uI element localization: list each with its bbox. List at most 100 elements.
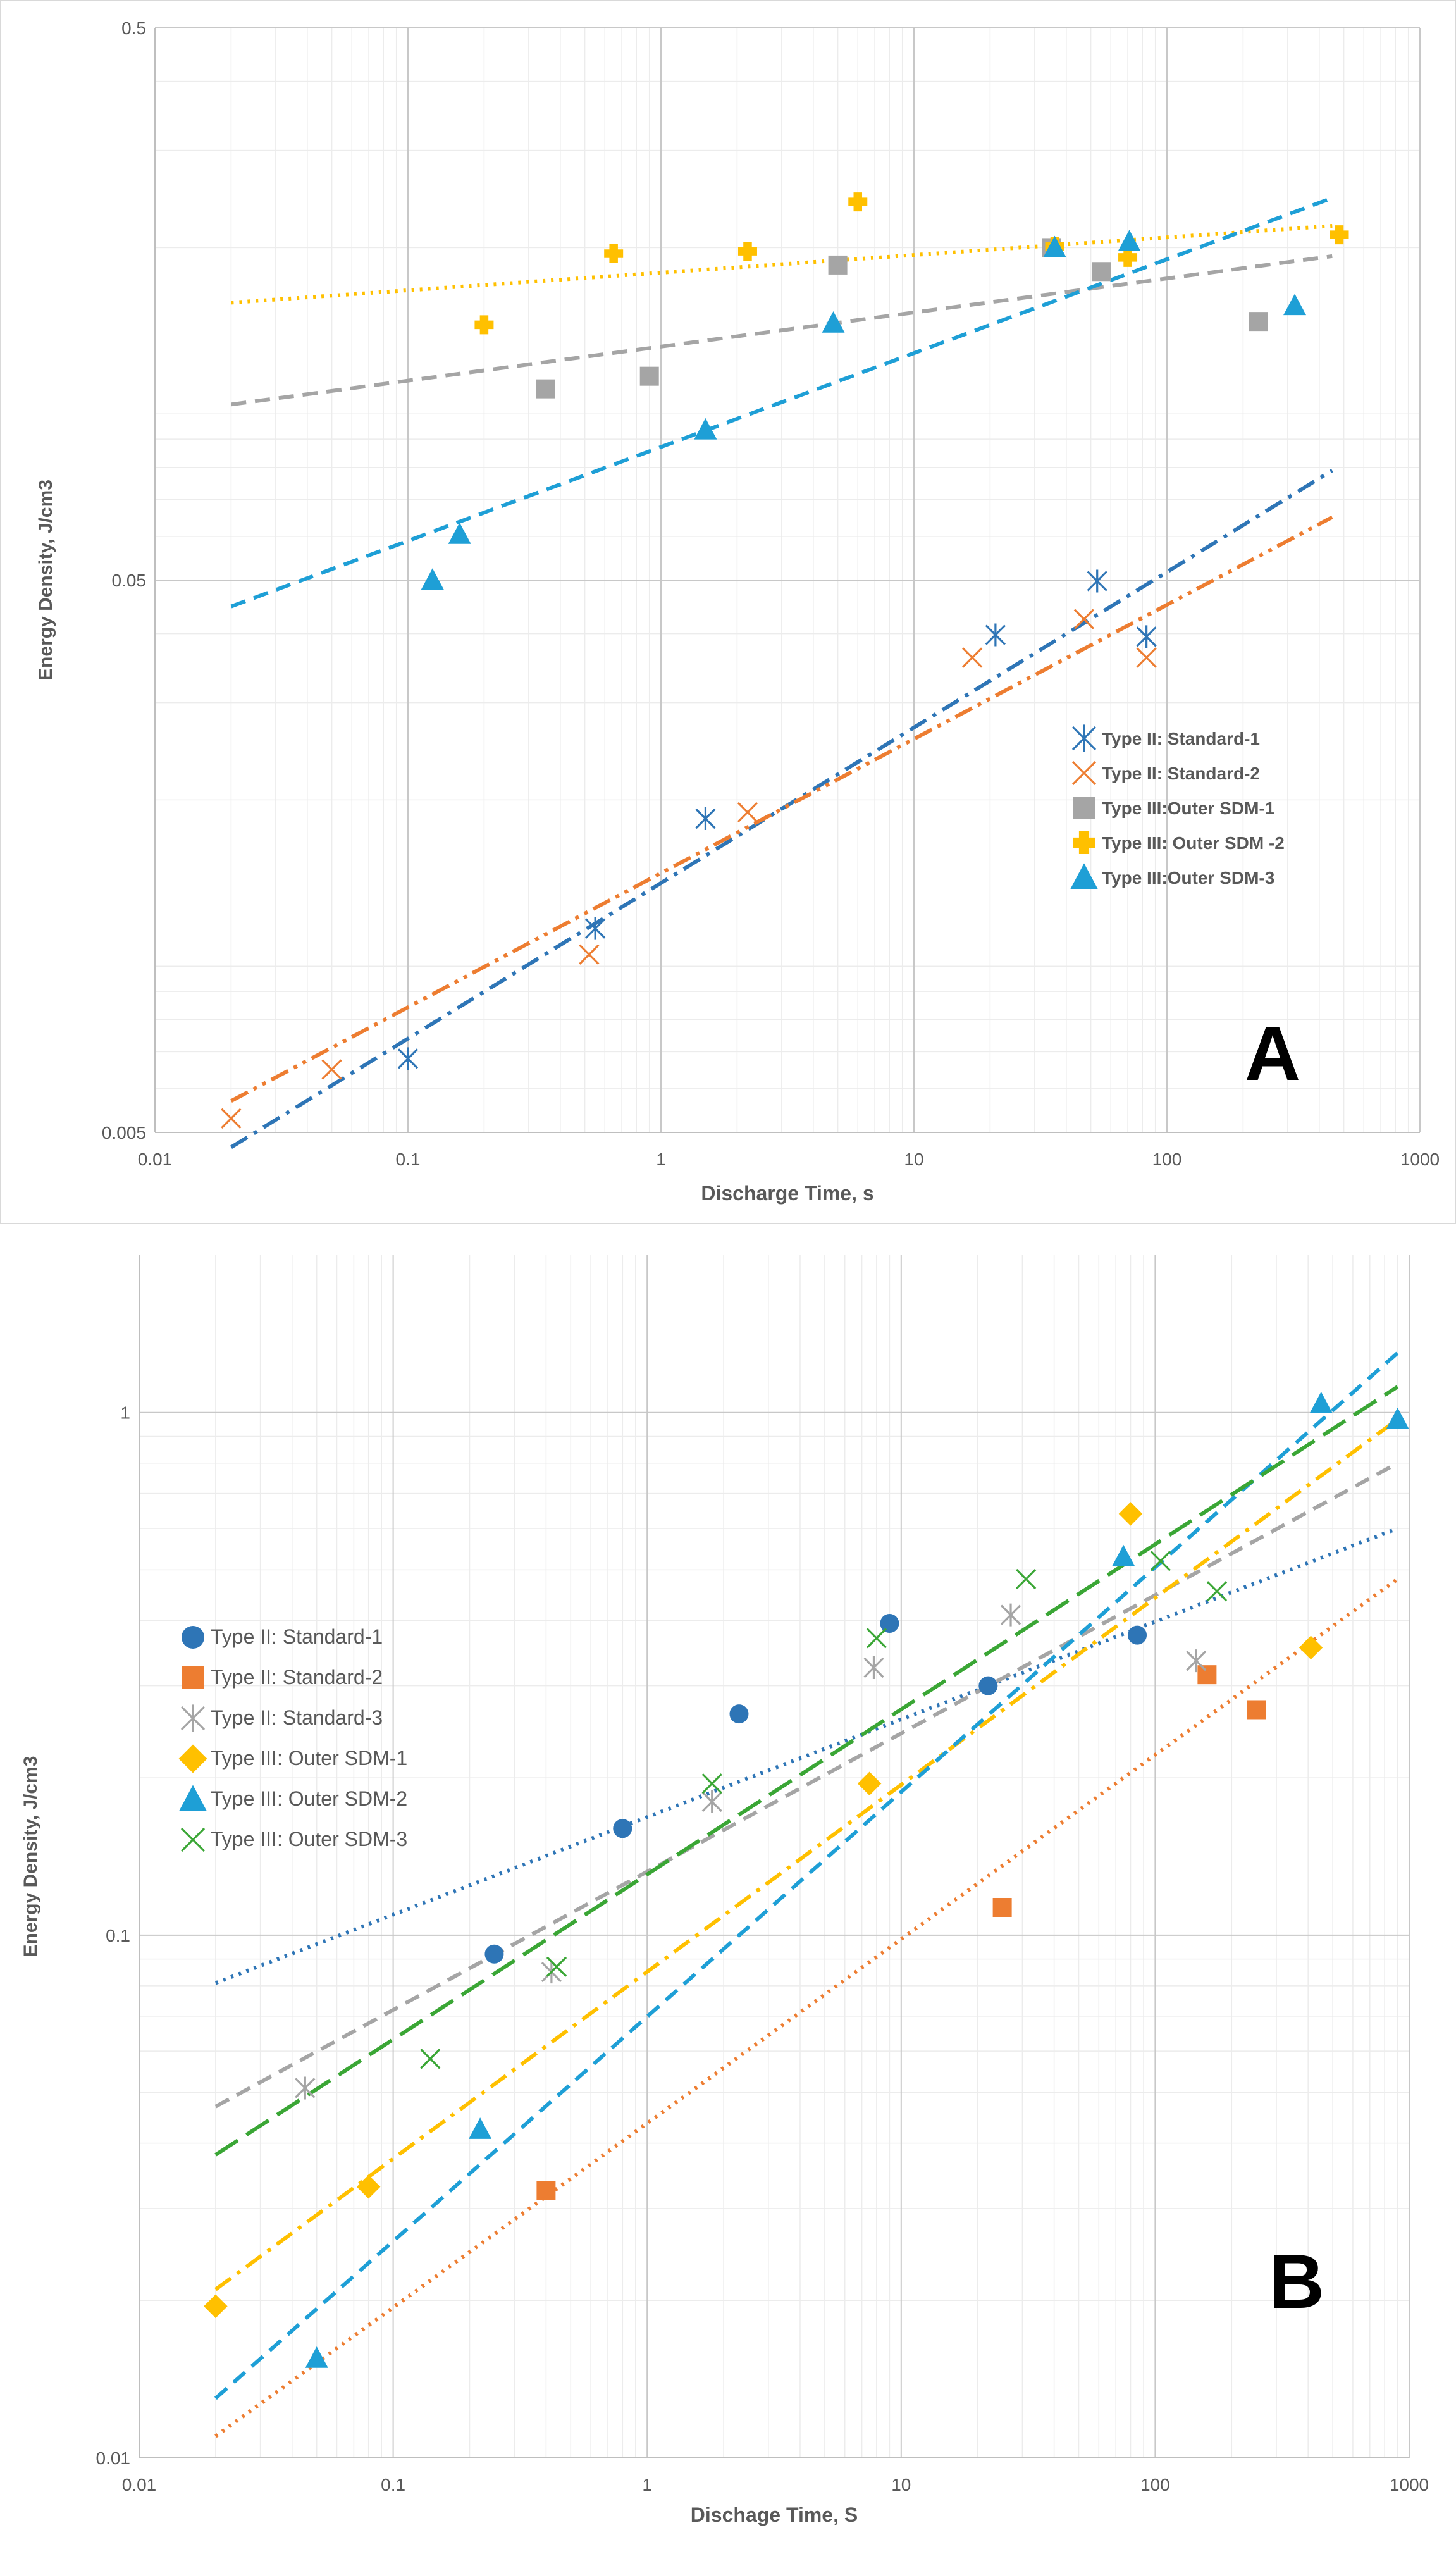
data-point-type-iii-outer-sdm-1 xyxy=(857,1771,882,1795)
chart-b-trendline-type-ii-standard-1 xyxy=(214,1527,1398,1985)
chart-a-trendline-type-iii-outer-sdm-3 xyxy=(230,196,1333,609)
data-point-type-iii-outer-sdm-3 xyxy=(1283,294,1307,316)
data-point-type-ii-standard-3 xyxy=(1186,1649,1207,1673)
chart-a-y-tick-label: 0.05 xyxy=(112,571,147,590)
data-point-type-iii-outer-sdm-3 xyxy=(1043,235,1066,257)
data-point-type-ii-standard-1 xyxy=(1128,1625,1147,1645)
data-point-type-iii-outer-sdm-1 xyxy=(1092,262,1111,282)
chart-b-panel-label: B xyxy=(1269,2238,1324,2324)
data-point-type-ii-standard-2 xyxy=(1136,647,1157,668)
data-point-type-iii-outer-sdm-2 xyxy=(1118,247,1138,267)
legend-marker-type-iii-outer-sdm-2 xyxy=(179,1785,207,1811)
legend-label-type-ii-standard-2: Type II: Standard-2 xyxy=(211,1666,383,1689)
legend-marker-type-iii-outer-sdm-1 xyxy=(178,1744,207,1773)
data-point-type-ii-standard-2 xyxy=(737,802,758,822)
chart-b-trendline-type-ii-standard-3 xyxy=(214,1461,1399,2109)
legend-marker-type-iii-outer-sdm-1 xyxy=(1073,797,1095,819)
data-point-type-ii-standard-2 xyxy=(962,647,983,668)
chart-a-y-axis-title: Energy Density, J/cm3 xyxy=(35,480,56,681)
legend-label-type-ii-standard-1: Type II: Standard-1 xyxy=(1102,729,1260,748)
data-point-type-iii-outer-sdm-2 xyxy=(1330,225,1349,245)
data-point-type-ii-standard-2 xyxy=(1197,1665,1217,1685)
data-point-type-iii-outer-sdm-2 xyxy=(305,2346,328,2368)
data-point-type-iii-outer-sdm-3 xyxy=(421,568,444,590)
legend-marker-type-ii-standard-1 xyxy=(182,1626,204,1649)
chart-a-x-tick-label: 0.01 xyxy=(138,1150,173,1169)
legend-marker-type-ii-standard-3 xyxy=(180,1704,206,1732)
data-point-type-ii-standard-1 xyxy=(978,1676,998,1695)
data-point-type-ii-standard-1 xyxy=(397,1047,419,1070)
data-point-type-ii-standard-3 xyxy=(295,2076,316,2100)
chart-a-panel-label: A xyxy=(1245,1010,1300,1096)
legend-marker-type-iii-outer-sdm-3 xyxy=(1070,863,1098,889)
chart-b-series-type-ii-standard-1 xyxy=(484,1613,1147,1964)
chart-a-grid xyxy=(154,27,1421,1133)
chart-b-y-tick-label: 0.01 xyxy=(96,2448,131,2468)
chart-b-y-tick-label: 0.1 xyxy=(106,1926,130,1945)
data-point-type-iii-outer-sdm-2 xyxy=(604,244,624,264)
data-point-type-iii-outer-sdm-1 xyxy=(828,255,848,275)
data-point-type-ii-standard-1 xyxy=(880,1613,899,1633)
data-point-type-iii-outer-sdm-1 xyxy=(1118,1502,1143,1526)
chart-a-x-tick-label: 100 xyxy=(1152,1150,1182,1169)
chart-b-y-tick-label: 1 xyxy=(120,1403,130,1423)
chart-b-series-type-iii-outer-sdm-3 xyxy=(420,1551,1228,2069)
data-point-type-ii-standard-1 xyxy=(985,623,1006,647)
data-point-type-ii-standard-2 xyxy=(992,1897,1012,1917)
legend-label-type-iii-outer-sdm-3: Type III: Outer SDM-3 xyxy=(211,1828,407,1850)
chart-b-x-tick-label: 10 xyxy=(891,2475,911,2495)
data-point-type-iii-outer-sdm-3 xyxy=(701,1773,722,1794)
data-point-type-ii-standard-3 xyxy=(701,1790,722,1813)
chart-b-legend: Type II: Standard-1 Type II: Standard-2 Ty… xyxy=(178,1625,407,1852)
legend-marker-type-iii-outer-sdm-2 xyxy=(1073,831,1095,854)
legend-marker-type-iii-outer-sdm-3 xyxy=(180,1827,206,1852)
data-point-type-iii-outer-sdm-2 xyxy=(469,2117,492,2139)
data-point-type-ii-standard-3 xyxy=(1000,1603,1021,1627)
data-point-type-iii-outer-sdm-3 xyxy=(694,418,717,440)
chart-b-x-tick-label: 0.01 xyxy=(122,2475,157,2495)
chart-b-y-axis-title: Energy Density, J/cm3 xyxy=(20,1756,41,1957)
data-point-type-iii-outer-sdm-1 xyxy=(639,366,659,386)
data-point-type-iii-outer-sdm-1 xyxy=(1249,312,1268,332)
data-point-type-ii-standard-1 xyxy=(484,1944,504,1964)
data-point-type-iii-outer-sdm-3 xyxy=(866,1628,887,1649)
chart-b-trendline-type-iii-outer-sdm-3 xyxy=(214,1385,1399,2157)
chart-a-trendline-type-iii-outer-sdm-2 xyxy=(231,224,1333,305)
data-point-type-ii-standard-1 xyxy=(585,917,606,940)
data-point-type-ii-standard-1 xyxy=(729,1704,749,1724)
data-point-type-iii-outer-sdm-1 xyxy=(1299,1635,1323,1660)
data-point-type-iii-outer-sdm-1 xyxy=(536,379,555,399)
data-point-type-iii-outer-sdm-3 xyxy=(546,1956,567,1977)
chart-b-x-tick-label: 100 xyxy=(1140,2475,1170,2495)
data-point-type-iii-outer-sdm-2 xyxy=(1309,1391,1333,1413)
chart-a-series-type-iii-outer-sdm-3 xyxy=(421,230,1307,590)
legend-marker-type-ii-standard-2 xyxy=(1071,760,1097,786)
legend-label-type-iii-outer-sdm-2: Type III: Outer SDM-2 xyxy=(211,1787,407,1810)
legend-label-type-iii-outer-sdm-2: Type III: Outer SDM -2 xyxy=(1102,833,1285,853)
data-point-type-iii-outer-sdm-3 xyxy=(1118,230,1141,252)
data-point-type-ii-standard-2 xyxy=(1247,1700,1266,1720)
chart-b-x-tick-label: 1 xyxy=(642,2475,652,2495)
data-point-type-ii-standard-1 xyxy=(1136,625,1157,648)
legend-marker-type-ii-standard-1 xyxy=(1071,724,1097,752)
legend-label-type-ii-standard-2: Type II: Standard-2 xyxy=(1102,764,1260,783)
data-point-type-iii-outer-sdm-2 xyxy=(737,242,757,261)
legend-marker-type-ii-standard-2 xyxy=(182,1666,204,1689)
chart-panel-b: 0.01 0.1 1 10 100 1000 0.01 0.1 1 Dischage Time, … xyxy=(20,1255,1429,2526)
data-point-type-iii-outer-sdm-3 xyxy=(1015,1568,1037,1590)
data-point-type-ii-standard-1 xyxy=(613,1819,632,1838)
data-point-type-ii-standard-2 xyxy=(536,2181,556,2200)
chart-a-series-type-ii-standard-2 xyxy=(221,609,1157,1129)
chart-b-series-type-iii-outer-sdm-1 xyxy=(204,1502,1323,2319)
data-point-type-ii-standard-2 xyxy=(579,944,600,965)
legend-label-type-iii-outer-sdm-1: Type III: Outer SDM-1 xyxy=(211,1747,407,1770)
chart-b-series-type-iii-outer-sdm-2 xyxy=(305,1391,1409,2368)
chart-b-trendline-type-iii-outer-sdm-1 xyxy=(214,1418,1399,2291)
legend-label-type-ii-standard-1: Type II: Standard-1 xyxy=(211,1625,383,1648)
chart-a-trendline-type-ii-standard-1 xyxy=(230,469,1333,1150)
legend-label-type-iii-outer-sdm-3: Type III:Outer SDM-3 xyxy=(1102,868,1274,888)
data-point-type-iii-outer-sdm-3 xyxy=(1206,1581,1228,1602)
chart-b-x-axis-title: Dischage Time, S xyxy=(691,2503,858,2526)
data-point-type-ii-standard-1 xyxy=(695,807,716,830)
data-point-type-ii-standard-3 xyxy=(863,1656,884,1679)
